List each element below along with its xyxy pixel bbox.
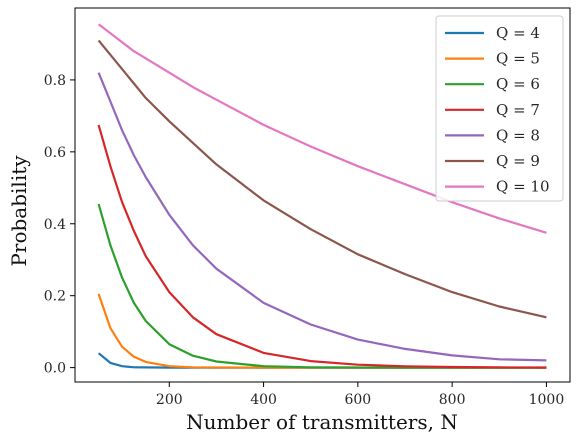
- legend-label-6: Q = 9: [496, 152, 540, 170]
- x-tick-label: 200: [156, 392, 183, 408]
- x-tick-label: 600: [344, 392, 371, 408]
- legend-label-4: Q = 7: [496, 101, 540, 119]
- y-tick-label: 0.0: [44, 361, 66, 377]
- x-tick-label: 400: [250, 392, 277, 408]
- series-line-4: [97, 124, 547, 369]
- legend-label-7: Q = 10: [496, 178, 550, 196]
- series-line-5: [97, 72, 547, 362]
- legend-label-1: Q = 4: [496, 24, 540, 42]
- y-tick-label: 0.2: [44, 289, 66, 305]
- legend-label-5: Q = 8: [496, 126, 540, 144]
- y-axis-title: Probability: [7, 155, 31, 267]
- y-tick-label: 0.6: [44, 145, 66, 161]
- x-tick-label: 1000: [529, 392, 565, 408]
- series-line-6: [97, 39, 547, 319]
- x-tick-label: 800: [439, 392, 466, 408]
- y-axis-ticks: 0.0 0.2 0.4 0.6 0.8: [44, 73, 75, 377]
- y-tick-label: 0.4: [44, 217, 66, 233]
- legend-label-3: Q = 6: [496, 75, 540, 93]
- legend-label-2: Q = 5: [496, 50, 540, 68]
- x-axis-ticks: 200 400 600 800 1000: [156, 382, 564, 408]
- legend-box: [435, 15, 564, 202]
- y-tick-label: 0.8: [44, 73, 66, 89]
- legend: Q = 4 Q = 5 Q = 6 Q = 7 Q = 8 Q = 9 Q = 10: [435, 15, 564, 202]
- x-axis-title: Number of transmitters, N: [186, 410, 458, 434]
